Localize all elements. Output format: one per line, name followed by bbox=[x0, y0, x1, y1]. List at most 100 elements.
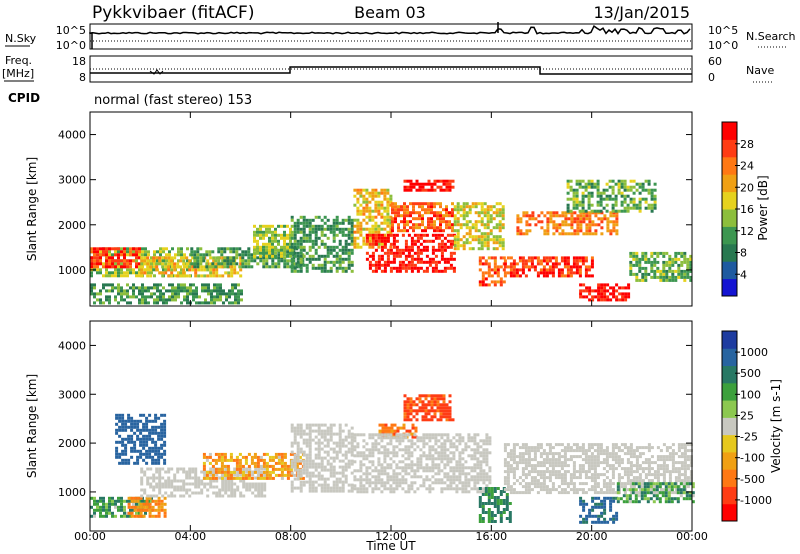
power-cell bbox=[329, 266, 333, 270]
velocity-cell bbox=[133, 446, 137, 450]
velocity-cell bbox=[371, 436, 375, 440]
power-cell bbox=[293, 224, 297, 228]
velocity-cell bbox=[126, 511, 129, 515]
power-cell bbox=[575, 197, 579, 201]
velocity-cell bbox=[452, 445, 456, 449]
velocity-cell bbox=[191, 470, 195, 474]
velocity-cell bbox=[419, 484, 423, 488]
power-cell bbox=[265, 262, 269, 266]
power-cell bbox=[219, 283, 222, 287]
velocity-cell bbox=[102, 496, 105, 500]
velocity-cell bbox=[485, 460, 489, 464]
velocity-cell bbox=[211, 464, 215, 468]
velocity-cell bbox=[238, 464, 242, 468]
velocity-cell bbox=[560, 476, 564, 480]
power-cell bbox=[674, 269, 678, 273]
power-cell bbox=[253, 259, 257, 263]
power-cell bbox=[183, 289, 186, 293]
velocity-cell bbox=[154, 416, 158, 420]
power-cell bbox=[380, 191, 384, 195]
power-cell bbox=[262, 236, 265, 240]
velocity-cell bbox=[431, 469, 435, 473]
power-cell bbox=[489, 205, 493, 209]
velocity-cell bbox=[163, 508, 167, 512]
power-cell bbox=[578, 209, 582, 213]
power-cell bbox=[629, 185, 633, 189]
power-cell bbox=[147, 289, 150, 293]
velocity-cell bbox=[161, 494, 165, 498]
velocity-cell bbox=[188, 467, 192, 471]
power-cell bbox=[389, 233, 393, 237]
power-cell bbox=[332, 260, 336, 264]
power-cell bbox=[578, 185, 582, 189]
power-cell bbox=[445, 185, 449, 189]
velocity-cell bbox=[512, 461, 516, 465]
power-cell bbox=[347, 233, 351, 237]
power-cell bbox=[138, 292, 141, 296]
power-cell bbox=[374, 269, 378, 273]
velocity-cell bbox=[437, 469, 441, 473]
power-cell bbox=[356, 200, 360, 204]
power-cell bbox=[108, 253, 111, 257]
velocity-cell bbox=[220, 467, 224, 471]
power-cell bbox=[93, 301, 96, 305]
velocity-cell bbox=[436, 400, 440, 404]
velocity-cell bbox=[371, 433, 375, 437]
velocity-cell bbox=[524, 491, 528, 495]
power-cell bbox=[391, 208, 394, 212]
velocity-cell bbox=[443, 433, 447, 437]
power-cell bbox=[308, 218, 312, 222]
velocity-cell bbox=[440, 433, 444, 437]
power-cell bbox=[456, 211, 460, 215]
velocity-cell bbox=[362, 454, 366, 458]
power-cell bbox=[468, 211, 472, 215]
power-cell bbox=[638, 269, 642, 273]
velocity-cell bbox=[485, 463, 489, 467]
power-cell bbox=[146, 274, 150, 278]
power-cell bbox=[483, 226, 487, 230]
power-cell bbox=[492, 238, 496, 242]
power-cell bbox=[416, 260, 420, 264]
velocity-cell bbox=[260, 488, 264, 492]
freq-panel: Freq. [MHz] 18 8 60 0 Nave bbox=[2, 54, 774, 84]
power-cell bbox=[350, 248, 354, 252]
velocity-cell bbox=[317, 456, 321, 460]
velocity-cell bbox=[157, 416, 161, 420]
velocity-cell bbox=[251, 470, 255, 474]
power-cell bbox=[579, 220, 583, 224]
power-cell bbox=[448, 179, 452, 183]
velocity-cell bbox=[350, 426, 354, 430]
power-cell bbox=[638, 260, 642, 264]
power-cell bbox=[386, 203, 390, 207]
power-cell bbox=[609, 214, 613, 218]
velocity-cell bbox=[560, 455, 564, 459]
power-cell bbox=[283, 236, 286, 240]
power-cell bbox=[234, 295, 237, 299]
velocity-cell bbox=[214, 470, 218, 474]
velocity-cell bbox=[209, 473, 213, 477]
velocity-cell bbox=[407, 439, 411, 443]
power-cell bbox=[111, 265, 114, 269]
power-cell bbox=[581, 200, 585, 204]
velocity-cell bbox=[326, 426, 330, 430]
velocity-cell bbox=[250, 476, 254, 480]
power-cell bbox=[156, 259, 159, 263]
velocity-cell bbox=[464, 478, 468, 482]
power-cell bbox=[395, 233, 399, 237]
power-cell bbox=[433, 211, 436, 215]
velocity-cell bbox=[99, 511, 102, 515]
power-cell bbox=[135, 265, 138, 269]
power-cell bbox=[638, 257, 642, 261]
noise-tick-right-top: 10^5 bbox=[708, 24, 738, 37]
power-cell bbox=[129, 271, 132, 275]
power-cell bbox=[406, 223, 409, 227]
power-cell bbox=[404, 254, 408, 258]
velocity-cell bbox=[433, 397, 437, 401]
velocity-cell bbox=[223, 464, 227, 468]
velocity-cell bbox=[220, 476, 224, 480]
velocity-cell bbox=[296, 456, 300, 460]
velocity-cell bbox=[126, 499, 129, 503]
power-cell bbox=[368, 191, 372, 195]
power-cell bbox=[456, 238, 460, 242]
power-cell bbox=[686, 257, 690, 261]
